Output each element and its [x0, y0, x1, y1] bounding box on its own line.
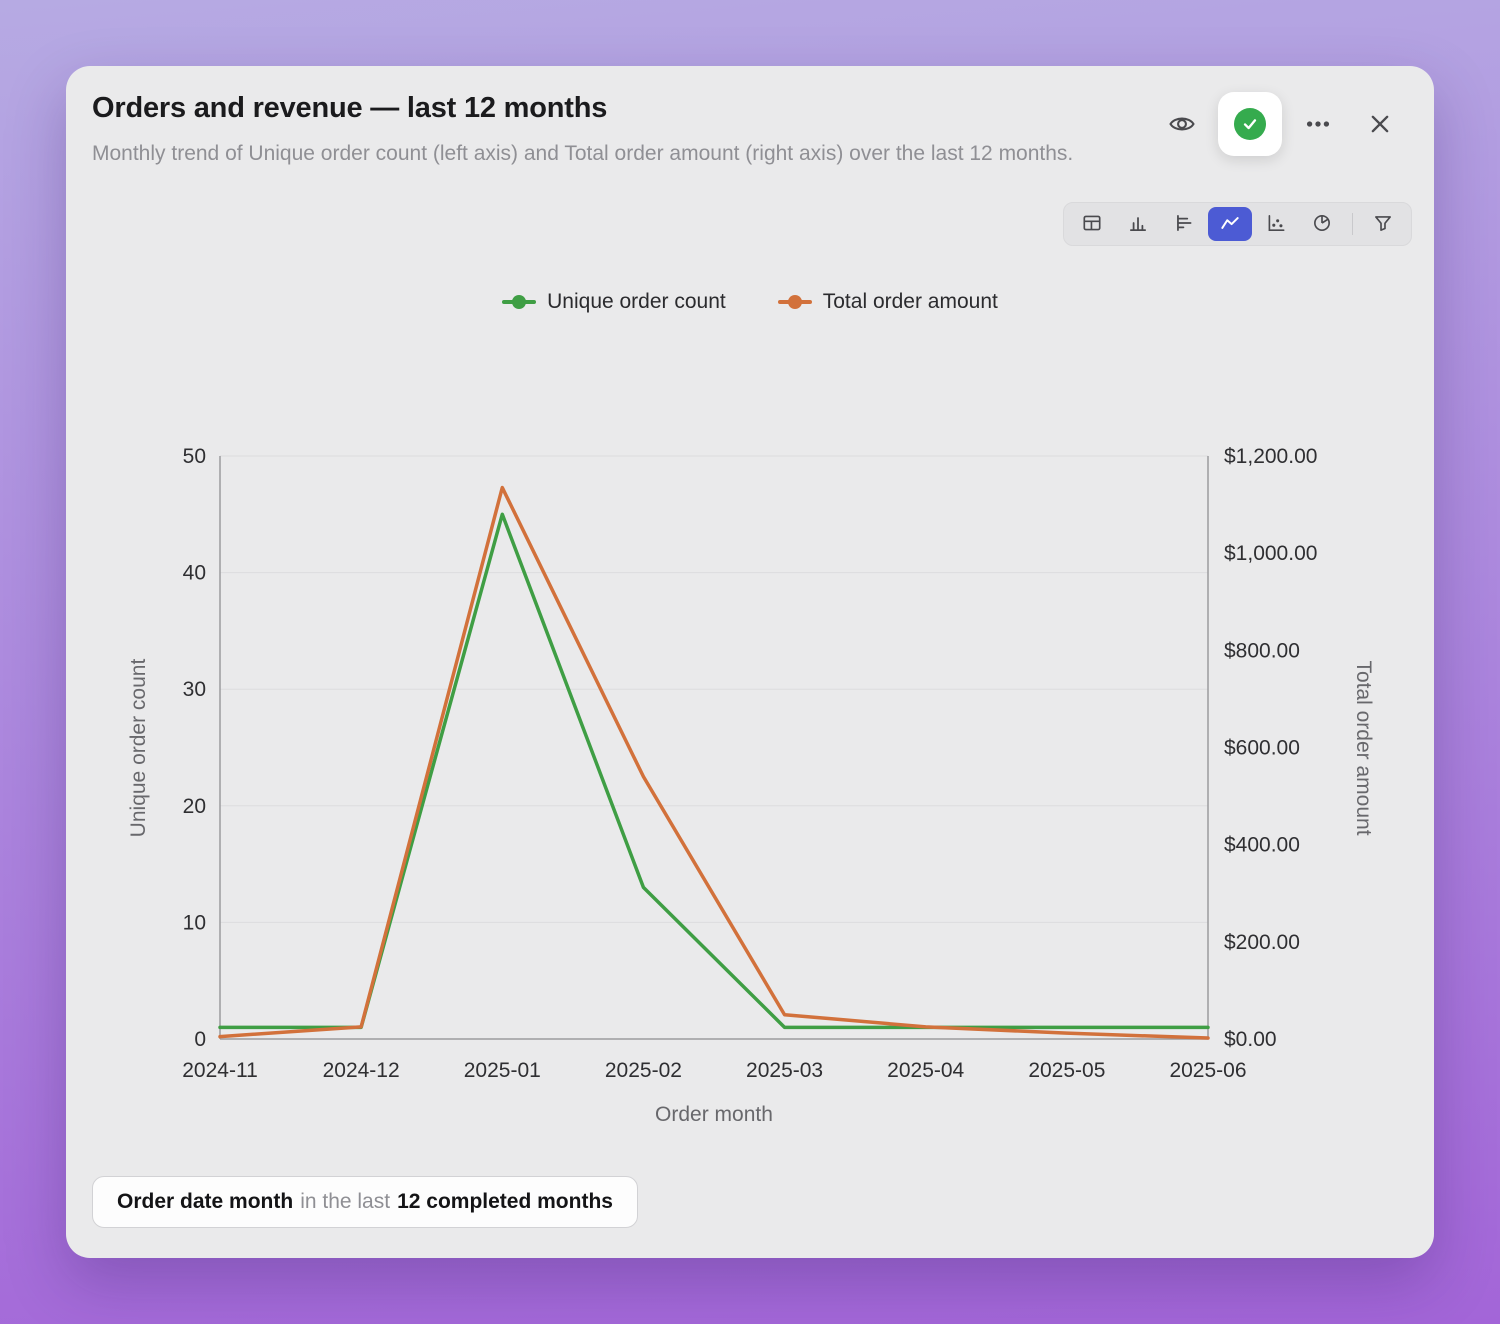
filter-chip-row: Order date month in the last 12 complete…: [92, 1176, 638, 1228]
scatter-plot-icon: [1265, 212, 1287, 237]
bar-chart-icon: [1127, 212, 1149, 237]
chart-card: Orders and revenue — last 12 months Mont…: [66, 66, 1434, 1258]
svg-text:2025-05: 2025-05: [1028, 1059, 1105, 1082]
preview-eye-button[interactable]: [1156, 98, 1208, 150]
legend-marker-icon: [777, 295, 812, 309]
approve-button[interactable]: [1218, 92, 1282, 156]
svg-text:10: 10: [183, 911, 206, 934]
svg-text:$400.00: $400.00: [1224, 834, 1300, 857]
filter-funnel-icon: [1372, 212, 1394, 237]
svg-text:2025-03: 2025-03: [746, 1059, 823, 1082]
page-title: Orders and revenue — last 12 months: [92, 92, 608, 124]
svg-text:40: 40: [183, 562, 206, 585]
svg-text:Unique order count: Unique order count: [127, 659, 150, 838]
close-button[interactable]: [1354, 98, 1406, 150]
svg-text:$800.00: $800.00: [1224, 639, 1300, 662]
horizontal-bar-icon: [1173, 212, 1195, 237]
svg-text:$600.00: $600.00: [1224, 737, 1300, 760]
svg-text:50: 50: [183, 446, 206, 468]
filter-value-label: 12 completed months: [397, 1190, 613, 1213]
chart-legend: Unique order count Total order amount: [66, 290, 1434, 314]
more-options-button[interactable]: [1292, 98, 1344, 150]
svg-text:Order month: Order month: [655, 1103, 773, 1126]
legend-item[interactable]: Unique order count: [502, 290, 726, 314]
card-header: Orders and revenue — last 12 months Mont…: [66, 66, 1434, 170]
header-text: Orders and revenue — last 12 months Mont…: [92, 92, 1073, 170]
svg-text:30: 30: [183, 678, 206, 701]
check-circle-icon: [1234, 108, 1266, 140]
chart-svg: 0 10 20 30 40 50 $0.00 $200.00 $400.00 $600.00 $80…: [127, 446, 1375, 1126]
svg-text:2024-12: 2024-12: [323, 1059, 400, 1082]
header-actions: [1156, 92, 1406, 156]
svg-text:Total order amount: Total order amount: [1352, 660, 1375, 835]
legend-marker-icon: [502, 295, 537, 309]
chart-type-toolbar: [1063, 202, 1412, 246]
bar-chart-button[interactable]: [1116, 207, 1160, 241]
filter-field-label: Order date month: [117, 1190, 294, 1213]
svg-text:2024-11: 2024-11: [182, 1059, 258, 1082]
svg-text:2025-02: 2025-02: [605, 1059, 682, 1082]
area-chart-icon: [1219, 212, 1241, 237]
close-icon: [1367, 111, 1393, 137]
eye-icon: [1168, 110, 1196, 138]
area-chart-button[interactable]: [1208, 207, 1252, 241]
table-icon: [1081, 212, 1103, 237]
legend-label: Total order amount: [822, 290, 998, 313]
scatter-plot-button[interactable]: [1254, 207, 1298, 241]
legend-item[interactable]: Total order amount: [777, 290, 998, 314]
filter-connector-label: in the last: [300, 1190, 391, 1213]
svg-text:2025-01: 2025-01: [464, 1059, 541, 1082]
svg-text:$1,200.00: $1,200.00: [1224, 446, 1317, 468]
ellipsis-icon: [1304, 110, 1332, 138]
table-view-button[interactable]: [1070, 207, 1114, 241]
pie-chart-icon: [1311, 212, 1333, 237]
filter-button[interactable]: [1361, 207, 1405, 241]
pie-chart-button[interactable]: [1300, 207, 1344, 241]
svg-text:$0.00: $0.00: [1224, 1028, 1277, 1051]
line-chart: 0 10 20 30 40 50 $0.00 $200.00 $400.00 $600.00 $80…: [66, 446, 1434, 1146]
toolbar-divider: [1352, 213, 1353, 235]
svg-text:$200.00: $200.00: [1224, 931, 1300, 954]
svg-text:2025-04: 2025-04: [887, 1059, 964, 1082]
svg-text:20: 20: [183, 795, 206, 818]
horizontal-bar-button[interactable]: [1162, 207, 1206, 241]
svg-text:$1,000.00: $1,000.00: [1224, 542, 1317, 565]
page-subtitle: Monthly trend of Unique order count (lef…: [92, 142, 1074, 165]
legend-label: Unique order count: [547, 290, 726, 313]
date-filter-chip[interactable]: Order date month in the last 12 complete…: [92, 1176, 638, 1228]
svg-text:2025-06: 2025-06: [1169, 1059, 1246, 1082]
svg-text:0: 0: [194, 1028, 206, 1051]
toolbar-row: [66, 170, 1434, 246]
